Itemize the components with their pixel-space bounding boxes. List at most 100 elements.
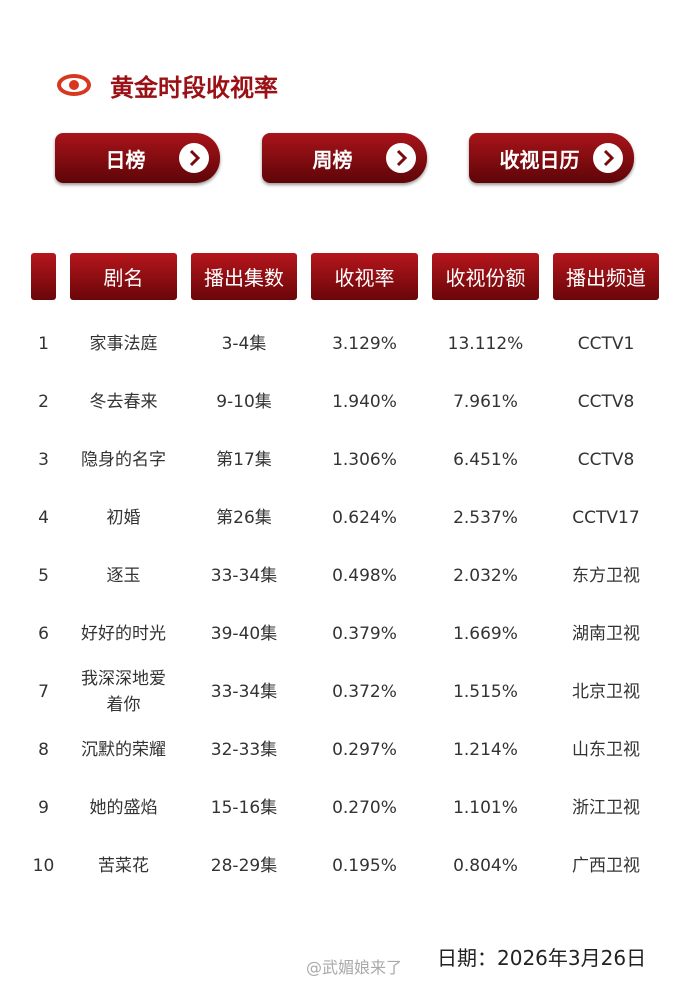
table-cell: 2.032% <box>432 547 539 605</box>
button-label: 收视日历 <box>499 147 580 172</box>
table-cell: 33-34集 <box>191 547 297 605</box>
table-body: 1 家事法庭 3-4集 3.129% 13.112% CCTV1 2 冬去春来 9-10集 1.9… <box>31 315 659 895</box>
table-cell: CCTV8 <box>553 431 659 489</box>
table-cell: 0.195% <box>311 837 418 895</box>
cell-text: CCTV17 <box>572 508 640 528</box>
table-cell: 第26集 <box>191 489 297 547</box>
cell-text: 7 <box>38 682 49 702</box>
cell-text: 0.379% <box>332 624 397 644</box>
cell-text: 好好的时光 <box>81 624 166 644</box>
table-cell: 6 <box>31 605 56 663</box>
chevron-icon <box>179 143 209 173</box>
table-cell: 0.624% <box>311 489 418 547</box>
table-cell: 0.804% <box>432 837 539 895</box>
cell-text: 8 <box>38 740 49 760</box>
cell-text: 39-40集 <box>210 624 278 644</box>
cell-text: 4 <box>38 508 49 528</box>
cell-text: 3-4集 <box>221 334 267 354</box>
cell-text: 0.624% <box>332 508 397 528</box>
header-cell: 播出集数 <box>191 253 297 300</box>
cell-text: 初婚 <box>106 508 141 528</box>
table-cell: 28-29集 <box>191 837 297 895</box>
cell-text: 3.129% <box>332 334 397 354</box>
cell-text: CCTV8 <box>577 450 635 470</box>
table-cell: 3 <box>31 431 56 489</box>
page-title: 黄金时段收视率 <box>110 74 278 102</box>
cell-text: 山东卫视 <box>572 740 640 760</box>
cell-text: 东方卫视 <box>572 566 640 586</box>
table-cell: 东方卫视 <box>553 547 659 605</box>
cell-text: 1.515% <box>453 682 518 702</box>
cell-text: 2.032% <box>453 566 518 586</box>
table-cell: 北京卫视 <box>553 663 659 721</box>
table-cell: CCTV1 <box>553 315 659 373</box>
table-cell: 好好的时光 <box>70 605 177 663</box>
table-cell: 1 <box>31 315 56 373</box>
cell-text: 2 <box>38 392 49 412</box>
table-cell: 39-40集 <box>191 605 297 663</box>
table-cell: 2 <box>31 373 56 431</box>
cell-text: 广西卫视 <box>572 856 640 876</box>
table-cell: 9 <box>31 779 56 837</box>
table-cell: 13.112% <box>432 315 539 373</box>
tab-button[interactable]: 收视日历 <box>469 133 634 183</box>
cell-text: 3 <box>38 450 49 470</box>
table-cell: 1.306% <box>311 431 418 489</box>
cell-text: 第26集 <box>216 508 272 528</box>
table-cell: 第17集 <box>191 431 297 489</box>
table-cell: 1.101% <box>432 779 539 837</box>
table-cell: CCTV8 <box>553 373 659 431</box>
tab-button[interactable]: 日榜 <box>55 133 220 183</box>
cell-text: 13.112% <box>447 334 524 354</box>
table-cell: 0.379% <box>311 605 418 663</box>
chevron-icon <box>386 143 416 173</box>
button-label: 周榜 <box>312 147 353 172</box>
table-cell: 8 <box>31 721 56 779</box>
cell-text: 0.498% <box>332 566 397 586</box>
table-cell: 1.669% <box>432 605 539 663</box>
cell-text: 2.537% <box>453 508 518 528</box>
table-cell: 0.498% <box>311 547 418 605</box>
table-cell: 0.270% <box>311 779 418 837</box>
cell-text: 1.669% <box>453 624 518 644</box>
cell-text: 0.372% <box>332 682 397 702</box>
table-cell: 苦菜花 <box>70 837 177 895</box>
cell-text: 0.195% <box>332 856 397 876</box>
header-cell: 收视率 <box>311 253 418 300</box>
table-cell: 初婚 <box>70 489 177 547</box>
cell-text: 北京卫视 <box>572 682 640 702</box>
cell-text: 6 <box>38 624 49 644</box>
table-cell: 3-4集 <box>191 315 297 373</box>
header-cell: 剧名 <box>70 253 177 300</box>
header-cell <box>31 253 56 300</box>
cell-text: 她的盛焰 <box>89 798 158 818</box>
cell-text: 0.804% <box>453 856 518 876</box>
tab-button[interactable]: 周榜 <box>262 133 427 183</box>
table-cell: 隐身的名字 <box>70 431 177 489</box>
table-cell: 沉默的荣耀 <box>70 721 177 779</box>
cell-text: 33-34集 <box>210 682 278 702</box>
table-cell: 1.940% <box>311 373 418 431</box>
watermark: @武媚娘来了 <box>306 958 403 977</box>
cell-text: 逐玉 <box>106 566 141 586</box>
cell-text: 冬去春来 <box>89 392 158 412</box>
table-cell: 7.961% <box>432 373 539 431</box>
table-cell: 湖南卫视 <box>553 605 659 663</box>
cell-text: 9 <box>38 798 49 818</box>
table-cell: 0.297% <box>311 721 418 779</box>
table-cell: 她的盛焰 <box>70 779 177 837</box>
cell-text: 1.940% <box>332 392 397 412</box>
table-cell: 家事法庭 <box>70 315 177 373</box>
table-cell: 浙江卫视 <box>553 779 659 837</box>
cell-text: 28-29集 <box>210 856 278 876</box>
table-cell: 2.537% <box>432 489 539 547</box>
cell-text: 0.297% <box>332 740 397 760</box>
chevron-icon <box>593 143 623 173</box>
cell-text: 沉默的荣耀 <box>81 740 166 760</box>
cell-text: 1 <box>38 334 49 354</box>
cell-text: 32-33集 <box>210 740 278 760</box>
cell-text: 5 <box>38 566 49 586</box>
eye-icon <box>57 74 91 96</box>
header-cell: 播出频道 <box>553 253 659 300</box>
